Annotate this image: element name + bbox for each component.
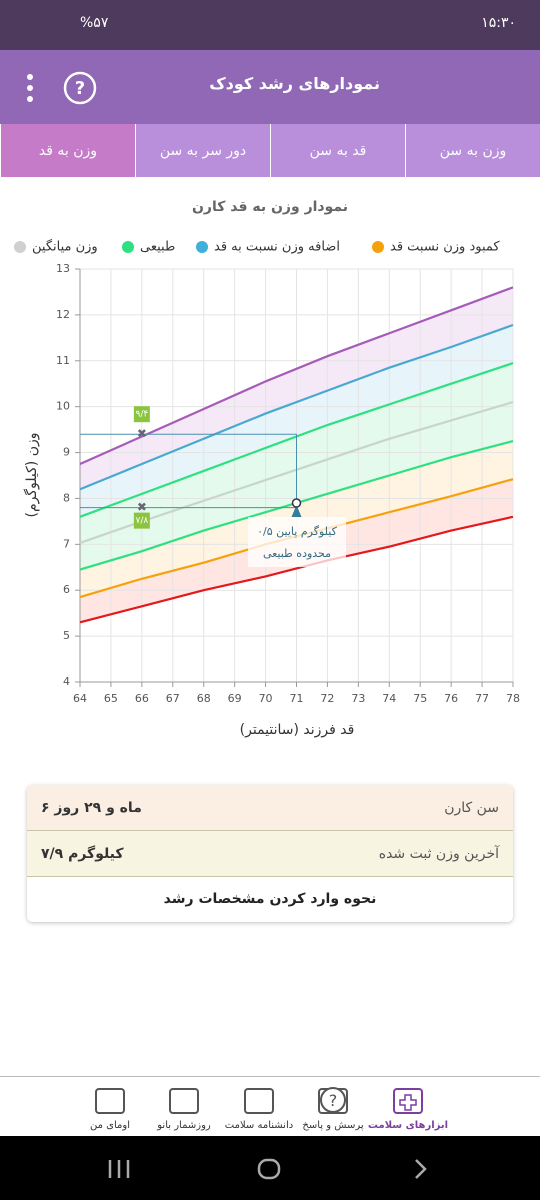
tooltip-text: محدوده طبیعی xyxy=(263,547,331,560)
title: نمودارهای رشد کودک xyxy=(209,74,380,93)
tooltip-text: ۰/۵ کیلوگرم پایین xyxy=(257,525,337,538)
nav-icon xyxy=(393,1088,423,1114)
x-tick-label: 71 xyxy=(290,692,304,705)
nav-label: روزشمار بانو xyxy=(157,1120,211,1131)
tab[interactable]: دور سر به سن xyxy=(135,124,270,177)
status-bar: ۱۵:۳۰ %۵۷ xyxy=(0,0,540,50)
bottom-nav: ابزارهای سلامت? پرسش و پاسخ دانشنامه سلامت… xyxy=(0,1076,540,1137)
system-nav xyxy=(0,1136,540,1200)
x-tick-label: 64 xyxy=(73,692,87,705)
x-tick-label: 69 xyxy=(228,692,242,705)
series-line xyxy=(79,515,514,624)
y-tick-label: 8 xyxy=(63,491,70,504)
legend-label: وزن میانگین xyxy=(32,239,98,255)
x-tick-label: 74 xyxy=(382,692,396,705)
pointer xyxy=(291,505,302,518)
y-tick-label: 5 xyxy=(63,629,70,642)
tab-bar: وزن به سن قد به سن دور سر به سن وزن به قد xyxy=(0,124,540,177)
x-axis-label: قد فرزند (سانتیمتر) xyxy=(240,722,355,738)
nav-label: ابزارهای سلامت xyxy=(367,1120,449,1131)
nav-label: پرسش و پاسخ xyxy=(302,1120,364,1131)
nav-icon xyxy=(95,1088,125,1114)
y-tick-label: 11 xyxy=(56,354,70,367)
info-value: ۶ ماه و ۲۹ روز xyxy=(41,799,142,816)
tab[interactable]: وزن به قد xyxy=(0,124,135,177)
time: ۱۵:۳۰ xyxy=(481,15,516,31)
chart: نمودار وزن به قد کارن کمبود وزن نسبت قد اض… xyxy=(14,199,520,738)
y-tick-label: 12 xyxy=(56,308,70,321)
point-label: ۹/۴ xyxy=(136,410,149,420)
info-row: سن کارن ۶ ماه و ۲۹ روز xyxy=(27,785,513,831)
y-tick-label: 13 xyxy=(56,262,70,275)
nav-icon: ? xyxy=(318,1087,348,1114)
y-axis-label: وزن (کیلوگرم) xyxy=(23,433,40,518)
point-marker: ✖ xyxy=(137,500,147,514)
tab[interactable]: قد به سن xyxy=(270,124,405,177)
battery: %۵۷ xyxy=(80,15,109,31)
y-tick-label: 9 xyxy=(63,446,70,459)
actions[interactable]: ? xyxy=(18,70,98,106)
x-tick-label: 66 xyxy=(135,692,149,705)
y-tick-label: 7 xyxy=(63,537,70,550)
x-tick-label: 72 xyxy=(320,692,334,705)
nav-icon xyxy=(169,1088,199,1114)
info-label: سن کارن xyxy=(444,799,499,816)
nav-item[interactable]: دانشنامه سلامت xyxy=(209,1077,309,1137)
x-tick-label: 77 xyxy=(475,692,489,705)
x-tick-label: 78 xyxy=(506,692,520,705)
x-tick-label: 67 xyxy=(166,692,180,705)
info-label: آخرین وزن ثبت شده xyxy=(378,845,499,862)
series-line xyxy=(79,323,514,491)
nav-item[interactable]: ? پرسش و پاسخ xyxy=(283,1077,383,1137)
svg-text:?: ? xyxy=(329,1091,338,1110)
x-tick-label: 70 xyxy=(259,692,273,705)
legend-label: اضافه وزن نسبت به قد xyxy=(214,240,340,255)
info-row: آخرین وزن ثبت شده ۷/۹ کیلوگرم xyxy=(27,831,513,877)
point-badge xyxy=(133,512,150,529)
legend-swatch xyxy=(122,241,134,253)
x-tick-label: 76 xyxy=(444,692,458,705)
tooltip xyxy=(248,517,346,567)
point-badge xyxy=(133,406,150,423)
nav-item[interactable]: روزشمار بانو xyxy=(134,1077,234,1137)
point-marker: ✖ xyxy=(137,427,147,441)
info-value: ۷/۹ کیلوگرم xyxy=(41,845,124,862)
legend-swatch xyxy=(196,241,208,253)
legend-label: طبیعی xyxy=(140,240,175,255)
legend-swatch xyxy=(372,241,384,253)
nav-label: اومای من xyxy=(90,1120,130,1131)
y-tick-label: 4 xyxy=(63,675,70,688)
nav-icon xyxy=(244,1088,274,1114)
x-tick-label: 68 xyxy=(197,692,211,705)
x-tick-label: 75 xyxy=(413,692,427,705)
legend-swatch xyxy=(14,241,26,253)
nav-item[interactable]: ابزارهای سلامت xyxy=(358,1077,458,1137)
point-label: ۷/۸ xyxy=(136,516,149,526)
info-link[interactable]: نحوه وارد کردن مشخصات رشد xyxy=(27,877,513,922)
chart-title: نمودار وزن به قد کارن xyxy=(192,199,348,215)
y-tick-label: 10 xyxy=(56,400,70,413)
info-card: سن کارن ۶ ماه و ۲۹ روز آخرین وزن ثبت شده ۷/… xyxy=(27,785,513,922)
x-tick-label: 73 xyxy=(351,692,365,705)
tab[interactable]: وزن به سن xyxy=(405,124,540,177)
x-tick-label: 65 xyxy=(104,692,118,705)
nav-label: دانشنامه سلامت xyxy=(224,1120,294,1131)
series-line xyxy=(79,286,514,466)
app-bar: نمودارهای رشد کودک ? xyxy=(0,50,540,124)
legend-label: کمبود وزن نسبت قد xyxy=(390,240,500,255)
y-tick-label: 6 xyxy=(63,583,70,596)
nav-item[interactable]: اومای من xyxy=(60,1077,160,1137)
svg-text:?: ? xyxy=(75,78,85,99)
current-point xyxy=(291,498,302,508)
